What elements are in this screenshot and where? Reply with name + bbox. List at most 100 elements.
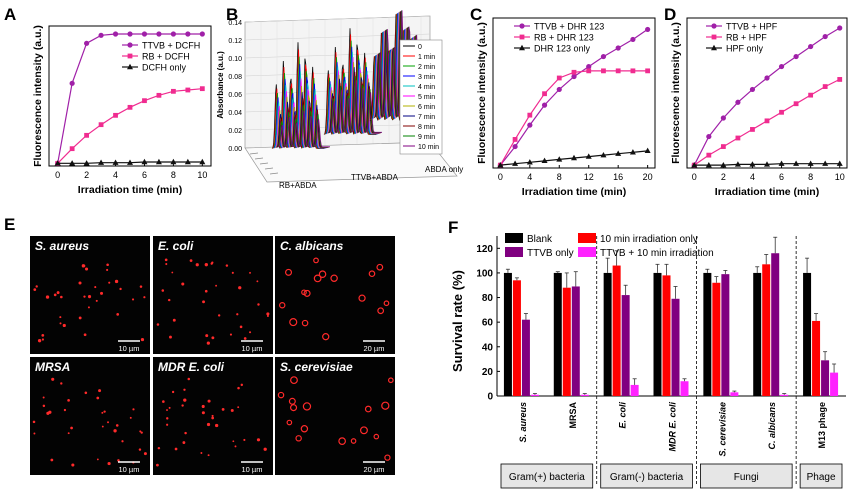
bar (653, 272, 662, 396)
bar (512, 280, 521, 396)
data-point (185, 87, 191, 93)
cell-dot (60, 382, 63, 385)
micrograph-cell: E. coli 10 µm (153, 236, 273, 354)
data-point (793, 160, 800, 166)
panel-label-c: C (470, 5, 482, 24)
cell-dot (286, 419, 293, 426)
cell-dot (139, 430, 142, 433)
data-point (141, 31, 148, 37)
cell-dot (300, 425, 309, 433)
bar (603, 272, 612, 396)
y-tick-label: 80 (482, 293, 494, 304)
bar (530, 394, 539, 396)
x-tick-label: 0 (498, 172, 503, 182)
cell-dot (32, 420, 36, 424)
legend-label: TTVB + HPF (726, 22, 778, 32)
cell-dot (189, 259, 193, 262)
series-2 (54, 158, 206, 166)
cell-dot (45, 295, 50, 299)
x-axis-label: Irradiation time (min) (715, 186, 819, 198)
data-point (497, 161, 504, 168)
x-tick-label: 12 (584, 172, 594, 182)
series-line (57, 88, 203, 164)
data-point (142, 98, 147, 104)
data-point (155, 158, 162, 165)
axis-tick (259, 162, 269, 165)
cell-dot (78, 316, 82, 320)
cell-dot (301, 289, 307, 296)
cell-dot (115, 424, 119, 427)
bar (730, 392, 739, 396)
chart-a: 0 2 4 6 8 10 Irradiation time (min) Fluorescenc… (32, 25, 212, 196)
y-axis-label: Fluorescence intensity (a.u.) (476, 22, 488, 164)
y-tick-label: 0.08 (228, 74, 242, 81)
series-line (499, 70, 648, 166)
data-point (615, 68, 621, 74)
data-point (749, 161, 756, 167)
micrograph-title: S. aureus (35, 239, 89, 253)
cell-dot (171, 390, 175, 394)
legend-label: 10 min (418, 144, 439, 151)
cell-dot (204, 262, 208, 267)
cell-dot (184, 431, 187, 435)
data-point (735, 99, 741, 105)
cell-dot (53, 293, 57, 297)
category-label: S. aureus (518, 402, 528, 443)
data-point (84, 132, 90, 138)
cell-dot (83, 295, 86, 298)
x-tick-label: 2 (721, 172, 726, 182)
bar (830, 372, 839, 396)
cell-dot (201, 404, 205, 409)
legend-label: 2 min (418, 64, 435, 71)
micrograph-cell: MRSA 10 µm (30, 357, 150, 475)
y-tick-label: 100 (476, 268, 493, 279)
cell-dot (165, 262, 168, 266)
cell-dot (303, 289, 311, 297)
cell-dot (302, 402, 312, 411)
scale-bar-label: 10 µm (242, 344, 263, 353)
cell-dot (71, 463, 75, 467)
cell-dot (56, 291, 60, 295)
chart-b: 0.00 0.02 0.04 0.06 0.08 0.10 0.12 0.14 Absorban… (216, 10, 463, 190)
legend-label: RB + DHR 123 (534, 33, 594, 43)
cell-dot (330, 274, 338, 282)
cell-dot (101, 425, 104, 428)
data-point (644, 147, 651, 154)
legend-swatch (505, 233, 523, 243)
cell-dot (358, 294, 366, 302)
data-point (127, 31, 133, 37)
legend-label: 7 min (418, 114, 435, 121)
y-tick-label: 0.12 (228, 38, 242, 45)
data-point (69, 160, 76, 166)
microscopy-panel-e: S. aureus 10 µm E. coli 10 µm C. albicans 20 … (30, 236, 395, 475)
cell-dot (295, 435, 302, 442)
cell-dot (318, 270, 327, 278)
cell-dot (168, 406, 171, 409)
group-box (600, 463, 693, 489)
cell-dot (50, 458, 54, 462)
data-point (527, 122, 533, 128)
cell-dot (42, 396, 45, 399)
x-tick-label: 10 (835, 172, 845, 182)
data-point (808, 92, 814, 98)
data-point (571, 73, 577, 80)
cell-dot (107, 421, 109, 424)
cell-dot (181, 282, 185, 286)
cell-dot (243, 337, 247, 340)
data-point (706, 152, 712, 158)
data-point (512, 160, 519, 166)
cell-dot (204, 289, 208, 293)
data-point (600, 151, 607, 158)
cell-dot (207, 454, 210, 457)
panel-label-e: E (4, 215, 15, 234)
cell-dot (132, 408, 135, 411)
data-point (526, 159, 533, 165)
cell-dot (166, 409, 168, 411)
spectrum-0-10 (277, 110, 330, 148)
data-point (735, 135, 741, 141)
chart-d: 0 2 4 6 8 10 Irradiation time (min) Fluorescenc… (670, 17, 848, 198)
cell-dot (51, 377, 55, 381)
data-point (199, 158, 206, 165)
micrograph-background (275, 357, 395, 475)
cell-dot (96, 396, 100, 400)
